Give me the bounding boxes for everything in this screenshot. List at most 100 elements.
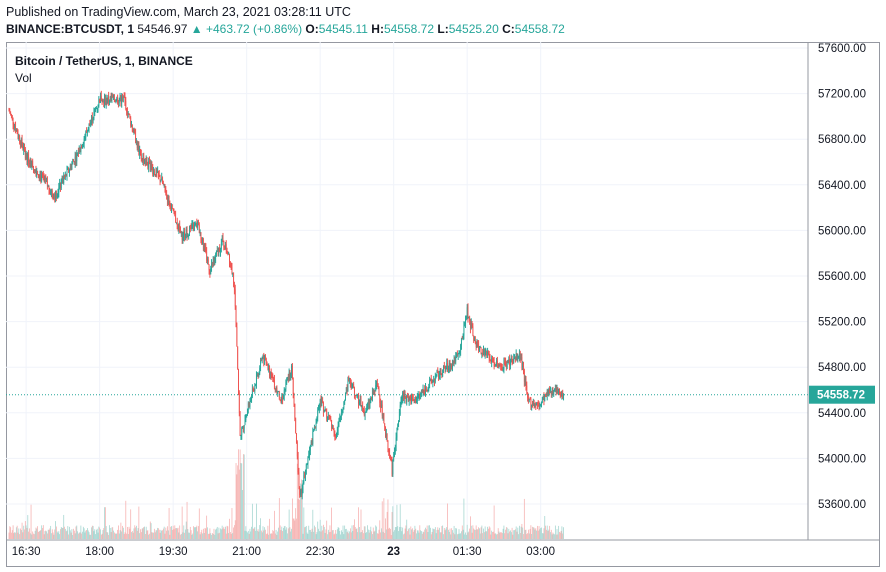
candle-body <box>162 183 164 185</box>
candle-body <box>24 148 26 159</box>
candle-body <box>295 418 297 434</box>
volume-bar <box>412 528 413 539</box>
volume-bar <box>165 527 167 539</box>
volume-bar <box>104 507 106 539</box>
candle-body <box>42 175 44 178</box>
candle-body <box>56 195 58 198</box>
volume-bar <box>366 532 368 539</box>
volume-bar <box>346 532 348 539</box>
candle-body <box>375 385 377 392</box>
volume-bar <box>520 526 522 539</box>
candlesticks <box>8 90 565 500</box>
volume-bar <box>371 531 373 539</box>
time-tick-label: 19:30 <box>159 546 188 558</box>
candle-body <box>433 379 435 381</box>
volume-bar <box>183 525 185 539</box>
candle-body <box>98 99 100 106</box>
volume-bar <box>226 525 228 539</box>
candle-body <box>480 347 482 354</box>
volume-bar <box>319 519 321 539</box>
candle-body <box>314 426 315 430</box>
volume-bar <box>403 534 404 539</box>
candle-body <box>146 160 148 165</box>
volume-bar <box>325 529 327 539</box>
candle-body <box>23 147 25 151</box>
volume-bar <box>250 531 252 539</box>
volume-bar <box>41 525 43 539</box>
candle-body <box>310 441 312 446</box>
volume-bar <box>229 532 231 539</box>
volume-bar <box>528 533 530 539</box>
volume-bar <box>291 498 293 539</box>
volume-bar <box>29 528 30 539</box>
candle-body <box>252 388 254 391</box>
volume-bar <box>70 532 72 539</box>
volume-bar <box>397 526 399 539</box>
volume-bar <box>91 527 92 539</box>
candle-body <box>403 393 405 399</box>
candle-body <box>431 381 433 383</box>
volume-bar <box>550 532 551 539</box>
candle-body <box>358 394 359 404</box>
volume-bar <box>171 526 172 539</box>
volume-bar <box>152 532 154 539</box>
volume-bar <box>435 533 437 539</box>
volume-bar <box>146 530 148 539</box>
volume-bar <box>251 503 253 539</box>
candle-body <box>279 399 281 401</box>
volume-bar <box>389 528 391 539</box>
volume-bar <box>127 526 128 539</box>
candle-body <box>471 323 473 327</box>
candle-body <box>342 407 344 410</box>
volume-bar <box>538 526 540 539</box>
candle-body <box>173 208 175 215</box>
volume-bar <box>541 527 542 539</box>
candle-body <box>96 107 98 109</box>
candle-body <box>518 356 520 358</box>
candle-body <box>149 161 150 164</box>
candle-body <box>283 390 285 397</box>
candle-body <box>60 179 62 189</box>
volume-bar <box>530 525 532 539</box>
volume-bar <box>30 504 32 539</box>
volume-bar <box>56 531 58 539</box>
volume-bar <box>554 534 555 539</box>
volume-bar <box>468 531 470 539</box>
volume-bar <box>265 534 267 539</box>
volume-bar <box>347 530 349 539</box>
volume-bar <box>354 527 356 539</box>
candle-body <box>327 418 328 420</box>
candle-body <box>508 358 510 363</box>
volume-bar <box>558 525 560 539</box>
volume-bar <box>140 529 141 539</box>
volume-bar <box>463 498 465 539</box>
candle-body <box>291 365 292 374</box>
candle-body <box>151 164 153 168</box>
candle-body <box>46 181 47 183</box>
volume-bar <box>333 534 335 539</box>
candle-body <box>316 417 318 424</box>
candle-body <box>90 121 92 125</box>
volume-bar <box>495 533 497 539</box>
volume-bar <box>404 528 406 539</box>
candle-body <box>283 396 284 400</box>
candle-body <box>317 410 319 418</box>
candle-body <box>389 455 391 460</box>
candle-body <box>410 399 412 404</box>
volume-bar <box>129 528 131 539</box>
volume-bar <box>178 532 180 539</box>
candle-body <box>220 249 221 252</box>
volume-bar <box>452 532 454 539</box>
candle-body <box>297 456 299 473</box>
candle-body <box>158 174 160 176</box>
candle-body <box>57 192 59 196</box>
candle-body <box>144 161 146 164</box>
volume-bar <box>306 532 308 539</box>
volume-bar <box>60 527 62 539</box>
candle-body <box>300 489 301 495</box>
candle-body <box>415 397 417 403</box>
candle-body <box>106 98 108 102</box>
volume-bar <box>470 525 472 539</box>
volume-bar <box>423 532 425 539</box>
